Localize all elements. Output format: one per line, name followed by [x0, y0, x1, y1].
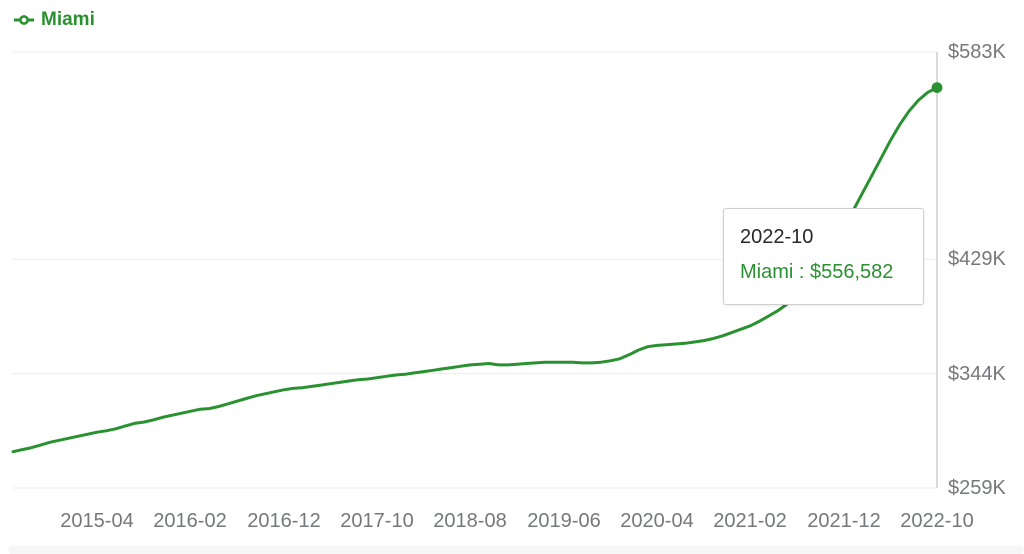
- x-axis-tick-label: 2019-06: [527, 510, 601, 532]
- last-data-point-marker[interactable]: [931, 82, 943, 93]
- x-axis-tick-label: 2016-02: [153, 510, 227, 532]
- line-with-circle-marker-icon: [14, 15, 34, 25]
- x-axis-tick-label: 2022-10: [900, 510, 974, 532]
- miami-series-line: [11, 86, 939, 454]
- y-axis-tick-label: $583K: [948, 41, 1006, 63]
- tooltip-date: 2022-10: [740, 226, 814, 248]
- y-axis-tick-label: $259K: [948, 477, 1006, 499]
- x-axis-tick-label: 2018-08: [433, 510, 507, 532]
- x-axis-tick-label: 2021-02: [713, 510, 787, 532]
- tooltip-series-value: Miami : $556,582: [740, 261, 894, 283]
- legend-label: Miami: [41, 9, 95, 30]
- y-axis-tick-label: $429K: [948, 248, 1006, 270]
- chart-tooltip: 2022-10 Miami : $556,582: [723, 208, 924, 305]
- x-axis-tick-label: 2020-04: [620, 510, 694, 532]
- y-axis-tick-label: $344K: [948, 363, 1006, 385]
- horizontal-scrollbar-track[interactable]: [8, 546, 1024, 554]
- legend-item-miami[interactable]: Miami: [14, 9, 95, 31]
- x-axis-tick-label: 2021-12: [807, 510, 881, 532]
- x-axis-tick-label: 2017-10: [340, 510, 414, 532]
- x-axis-tick-label: 2016-12: [247, 510, 321, 532]
- x-axis-tick-label: 2015-04: [60, 510, 134, 532]
